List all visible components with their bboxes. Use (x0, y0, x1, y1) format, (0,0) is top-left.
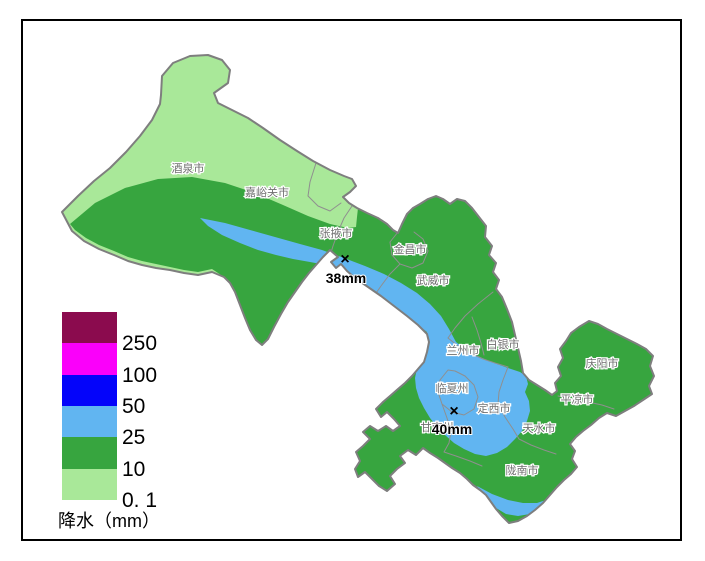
district-boundary-dingxi-south (497, 403, 557, 455)
legend-swatch-25 (62, 406, 117, 437)
province-outline (61, 54, 655, 524)
map-region-fills (62, 55, 654, 523)
legend: 250 100 50 25 10 0. 1 降水（mm） (58, 312, 160, 531)
district-boundary-lanzhou-baiyin (471, 316, 485, 356)
city-label-wuwei: 武威市 (417, 273, 450, 287)
city-label-tianshui: 天水市 (523, 421, 556, 435)
district-boundary-jiayuguan (307, 162, 342, 212)
legend-tick-250: 250 (122, 332, 157, 355)
city-label-linxia: 临夏州 (436, 381, 469, 395)
legend-tick-10: 10 (122, 458, 145, 481)
legend-swatch-50 (62, 375, 117, 406)
city-label-jiayuguan: 嘉峪关市 (245, 185, 289, 199)
city-label-longnan: 陇南市 (506, 463, 539, 477)
city-label-zhangye: 张掖市 (320, 226, 353, 240)
legend-tick-0p1: 0. 1 (122, 489, 157, 512)
district-boundary-jinchang (389, 231, 429, 269)
rain-marker-x-1: × (340, 251, 349, 268)
legend-swatch-0p1 (62, 469, 117, 500)
legend-tick-25: 25 (122, 426, 145, 449)
rain-region-10mm (70, 177, 654, 523)
district-boundary-dingxi-west (497, 366, 509, 405)
city-label-dingxi: 定西市 (478, 401, 511, 415)
district-boundary-lanzhou-south (447, 337, 509, 368)
rain-region-25mm-south (477, 486, 546, 516)
rain-region-25mm-corridor (200, 218, 530, 456)
city-labels: 酒泉市 嘉峪关市 张掖市 金昌市 武威市 兰州市 白银市 临夏州 定西市 庆阳市… (170, 160, 620, 479)
district-boundary-linxia (437, 369, 479, 416)
city-label-qingyang: 庆阳市 (586, 356, 619, 370)
legend-title: 降水（mm） (58, 511, 160, 531)
legend-swatch-100 (62, 343, 117, 375)
city-label-baiyin: 白银市 (487, 337, 520, 351)
rain-markers: × 38mm × 40mm (325, 251, 473, 438)
legend-swatch-10 (62, 437, 117, 469)
district-boundary-zhangye-wuwei (373, 263, 401, 297)
district-boundaries (307, 162, 615, 467)
rain-marker-value-2: 40mm (432, 421, 472, 437)
city-label-lanzhou: 兰州市 (447, 343, 480, 357)
rain-marker-x-2: × (449, 403, 458, 420)
rain-marker-value-1: 38mm (326, 270, 366, 286)
city-label-pingliang: 平凉市 (561, 392, 594, 406)
district-boundary-wuwei-lanzhou (447, 291, 494, 339)
legend-swatch-250 (62, 312, 117, 343)
city-label-jinchang: 金昌市 (394, 242, 427, 256)
district-boundary-gannan (441, 403, 483, 467)
legend-tick-100: 100 (122, 364, 157, 387)
city-label-gannan: 甘南州 (421, 421, 454, 434)
legend-tick-50: 50 (122, 395, 145, 418)
district-boundary-jiuquan-zhangye (329, 205, 353, 257)
city-label-jiuquan: 酒泉市 (172, 161, 205, 175)
district-boundary-pingliang-qingyang (557, 395, 615, 410)
